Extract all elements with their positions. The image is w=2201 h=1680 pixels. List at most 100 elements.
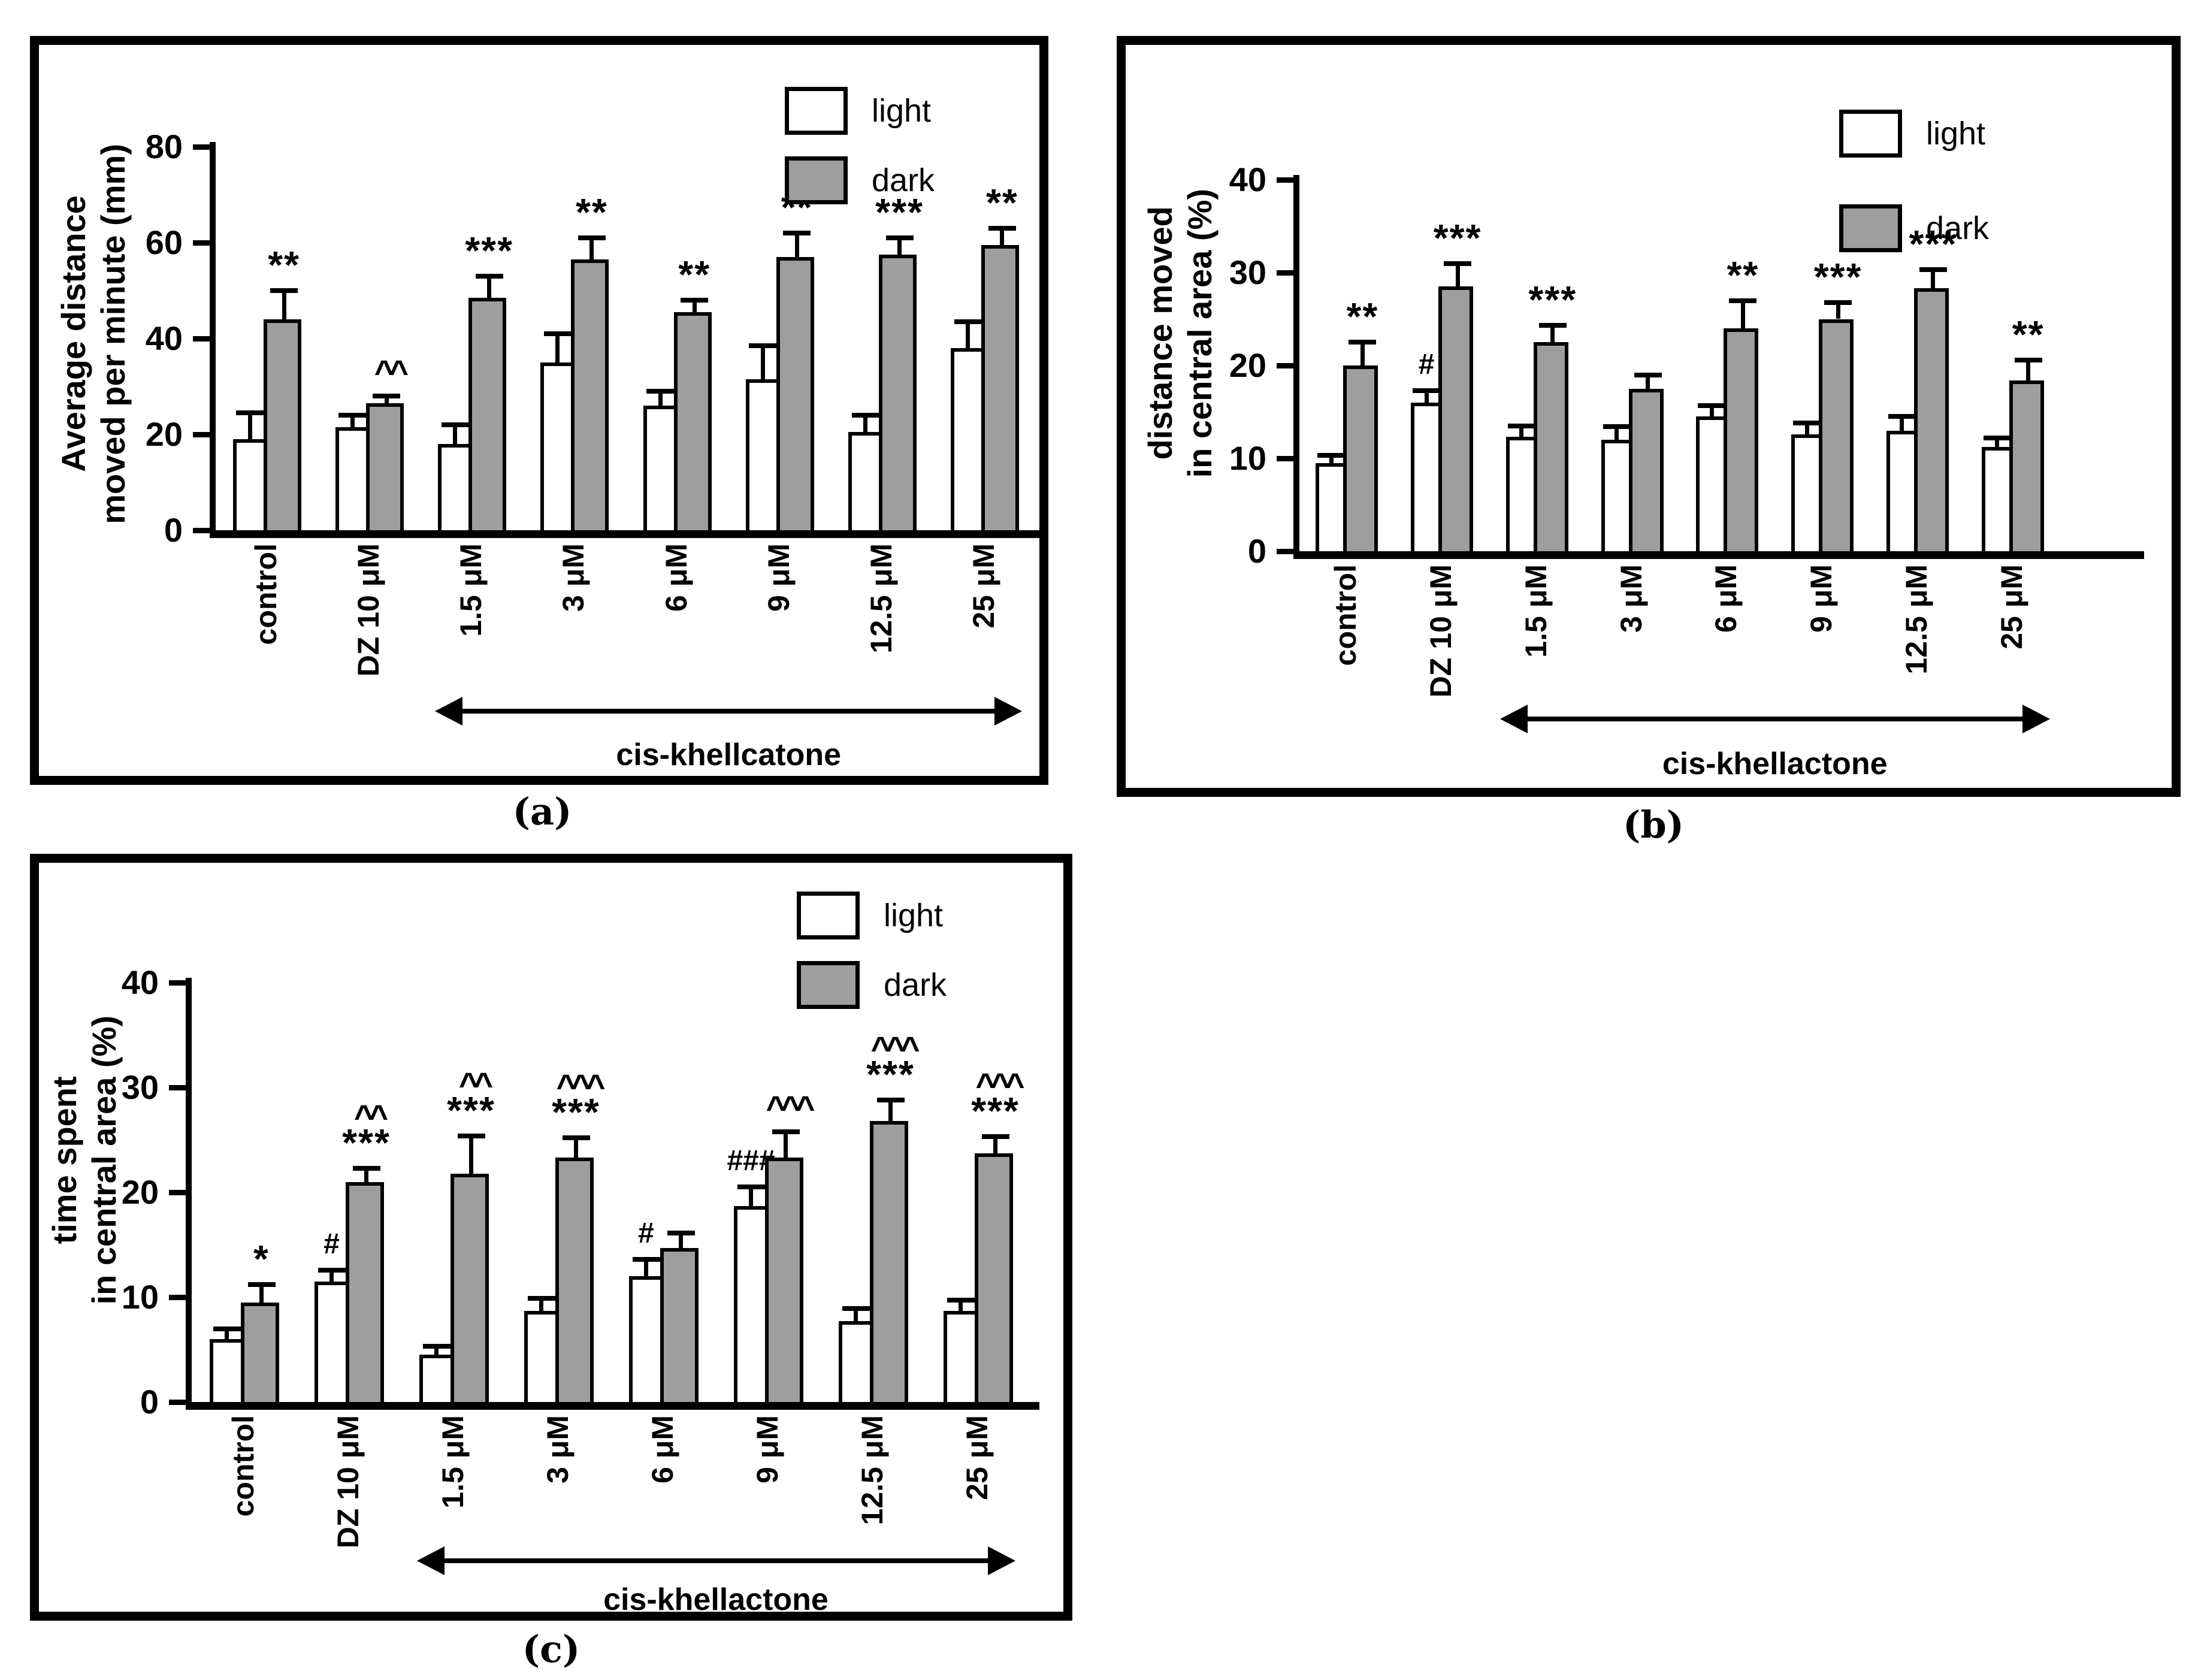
significance-annotation: ** — [622, 253, 766, 296]
legend-swatch-light — [1839, 110, 1902, 158]
error-bar-stem — [589, 238, 594, 259]
bar-dark — [263, 319, 301, 530]
error-bar-cap — [1507, 423, 1535, 428]
error-bar-cap — [842, 1306, 870, 1312]
x-tick-label: 1.5 μM — [454, 543, 488, 637]
error-bar-stem — [897, 238, 902, 255]
error-bar-cap — [373, 394, 401, 398]
x-tick-label: 25 μM — [1994, 564, 2028, 649]
error-bar-stem — [539, 1298, 543, 1311]
x-tick-label: 12.5 μM — [1899, 564, 1933, 675]
y-tick — [169, 1400, 186, 1405]
x-tick-label: 9 μM — [761, 543, 796, 612]
significance-annotation: ** — [520, 191, 664, 234]
error-bar-stem — [1900, 416, 1904, 431]
significance-carets: ^^^ — [556, 1067, 605, 1105]
error-bar-cap — [1919, 267, 1947, 273]
significance-stars: *** — [1433, 216, 1482, 259]
error-bar-stem — [225, 1328, 229, 1339]
error-bar-stem — [854, 1309, 858, 1322]
significance-annotation: *** — [1766, 258, 1910, 296]
error-bar-cap — [338, 413, 367, 418]
y-tick-label: 20 — [145, 415, 183, 453]
bar-light — [745, 379, 780, 530]
bar-light — [314, 1281, 349, 1402]
significance-carets: ^^ — [374, 353, 409, 391]
error-bar-cap — [1317, 453, 1346, 458]
error-bar-stem — [1000, 228, 1005, 245]
error-bar-stem — [2026, 359, 2031, 380]
chart-panel-b: distance moved in central area (%) 0 10 20 30… — [1117, 36, 2181, 797]
y-tick — [169, 1295, 186, 1300]
error-bar-stem — [555, 334, 560, 362]
y-tick — [169, 1085, 186, 1090]
bar-light — [733, 1205, 769, 1402]
error-bar-cap — [1603, 424, 1631, 430]
significance-carets: ^^ — [458, 1065, 493, 1103]
error-bar-stem — [888, 1100, 893, 1121]
significance-annotation: ^^^ — [714, 1090, 858, 1124]
error-bar-stem — [644, 1259, 648, 1276]
error-bar-cap — [457, 1133, 485, 1138]
error-bar-cap — [352, 1165, 380, 1171]
error-bar-stem — [863, 415, 868, 432]
error-bar-cap — [632, 1257, 660, 1262]
significance-annotation: *** — [418, 229, 561, 272]
error-bar-stem — [993, 1137, 997, 1154]
error-bar-stem — [364, 1168, 368, 1182]
error-bar-cap — [988, 226, 1016, 231]
error-bar-cap — [2014, 357, 2042, 362]
error-bar-cap — [737, 1185, 765, 1190]
bar-light — [1316, 463, 1347, 551]
arrow-head-right — [987, 1546, 1015, 1575]
significance-stars: ** — [678, 253, 711, 296]
error-bar-cap — [422, 1344, 451, 1349]
error-bar-cap — [543, 331, 572, 336]
error-bar-cap — [247, 1282, 276, 1287]
legend-swatch-dark — [785, 156, 848, 204]
bar-light — [438, 444, 473, 530]
y-tick-label: 40 — [145, 319, 183, 357]
significance-stars: ** — [2012, 312, 2045, 356]
legend-swatch-dark — [797, 961, 860, 1009]
significance-stars: ** — [575, 191, 608, 234]
significance-annotation: ^^ — [315, 353, 458, 391]
significance-carets: ^^^ — [975, 1066, 1024, 1104]
bar-dark — [365, 403, 404, 530]
y-tick-label: 30 — [1229, 253, 1266, 291]
y-tick-label: 20 — [1229, 346, 1266, 384]
y-tick-label: 0 — [164, 511, 183, 549]
significance-annotation: # — [260, 1229, 404, 1258]
bar-dark — [1628, 388, 1664, 551]
y-tick — [1277, 456, 1293, 461]
y-axis — [186, 978, 192, 1410]
error-bar-cap — [851, 413, 879, 418]
error-bar-cap — [1983, 435, 2011, 440]
y-tick — [193, 144, 210, 150]
y-tick-label: 40 — [1229, 161, 1266, 198]
x-tick-label: 1.5 μM — [1519, 564, 1553, 658]
significance-annotation: *** — [1861, 225, 2005, 263]
significance-stars: *** — [465, 229, 513, 272]
bar-light — [540, 362, 575, 530]
bar-dark — [869, 1121, 908, 1402]
error-bar-cap — [981, 1134, 1009, 1140]
error-bar-cap — [1824, 300, 1852, 305]
bar-dark — [240, 1302, 279, 1402]
y-axis-label: time spent in central area (%) — [46, 1016, 123, 1305]
y-axis — [1293, 175, 1299, 559]
error-bar-cap — [1888, 414, 1916, 419]
bar-light — [1601, 440, 1632, 551]
significance-stars: *** — [875, 191, 924, 234]
bar-dark — [1819, 319, 1854, 551]
legend-swatch-light — [797, 892, 860, 939]
bar-dark — [450, 1173, 489, 1402]
error-bar-stem — [1329, 455, 1334, 463]
x-tick-label: DZ 10 μM — [351, 543, 385, 677]
panel-caption-a: (a) — [512, 790, 572, 833]
error-bar-stem — [329, 1270, 334, 1282]
error-bar-stem — [259, 1285, 264, 1303]
y-axis — [210, 142, 216, 538]
y-tick — [1277, 549, 1293, 554]
